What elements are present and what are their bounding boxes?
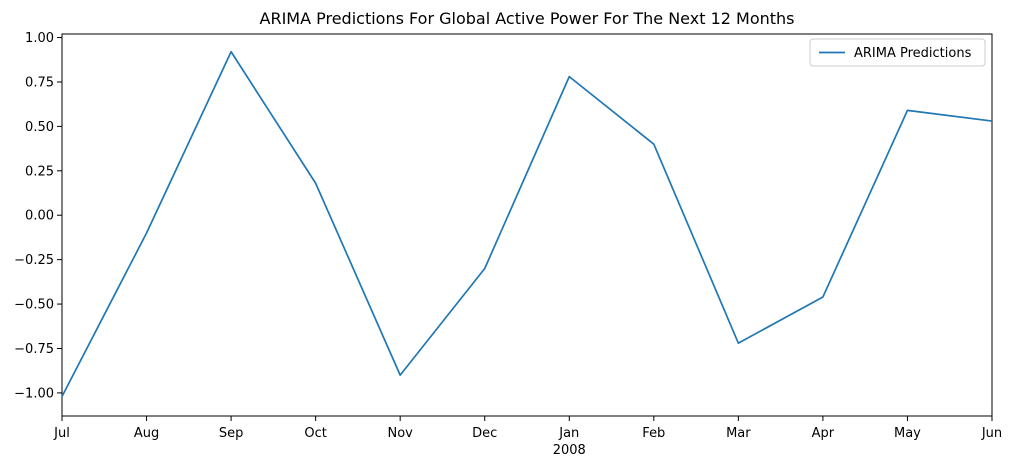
x-tick-label: Sep [219, 426, 244, 441]
x-tick-label: Nov [387, 426, 413, 441]
series-line-arima-predictions [61, 50, 993, 397]
y-tick-label: −1.00 [14, 386, 54, 401]
x-tick-label: Oct [304, 426, 326, 441]
x-tick-label: Dec [472, 426, 497, 441]
chart-title: ARIMA Predictions For Global Active Powe… [260, 9, 795, 28]
plot-area [61, 33, 993, 417]
y-tick-label: 1.00 [25, 31, 54, 46]
x-tick-label: Mar [726, 426, 751, 441]
x-tick-sublabel-year: 2008 [553, 443, 586, 458]
legend: ARIMA Predictions [809, 38, 986, 67]
series-layer [61, 50, 993, 397]
y-tick-label: 0.25 [25, 164, 54, 179]
x-tick-label: Aug [134, 426, 159, 441]
y-tick-label: −0.75 [14, 342, 54, 357]
y-tick-label: −0.25 [14, 253, 54, 268]
x-tick-label: Feb [642, 426, 665, 441]
y-tick-label: −0.50 [14, 298, 54, 313]
y-tick-label: 0.00 [25, 209, 54, 224]
legend-box [809, 38, 986, 67]
x-tick-label: Jan [558, 426, 579, 441]
x-tick-label: Apr [812, 426, 835, 441]
y-tick-label: 0.50 [25, 120, 54, 135]
y-axis: 1.00 0.75 0.50 0.25 0.00 −0.25 −0.50 −0.75 −1.00 [14, 31, 62, 401]
x-axis: Jul Aug Sep Oct Nov Dec Jan 2008 Feb Mar Apr May Jun [53, 416, 1002, 458]
y-tick-label: 0.75 [25, 75, 54, 90]
legend-label: ARIMA Predictions [854, 46, 972, 61]
x-tick-label: May [894, 426, 921, 441]
plot-frame [61, 33, 993, 417]
x-tick-label: Jul [53, 426, 70, 441]
x-tick-label: Jun [981, 426, 1002, 441]
